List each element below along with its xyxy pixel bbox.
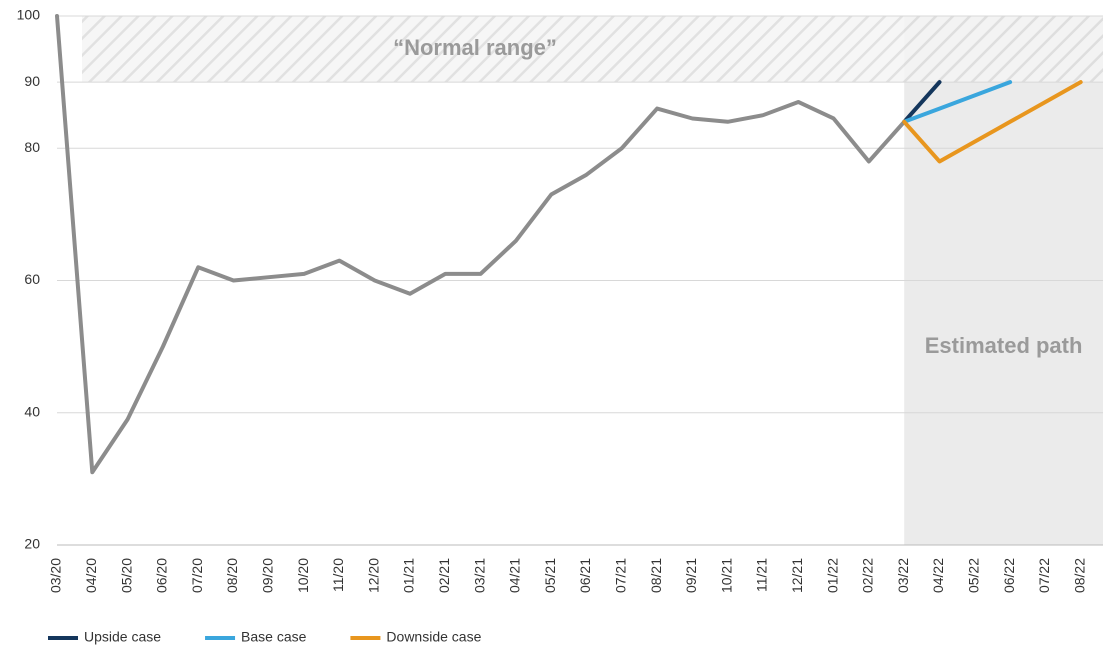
x-tick-label: 06/22 [1001,558,1017,593]
legend-label: Upside case [84,629,161,645]
annotation: Estimated path [925,333,1083,358]
x-tick-label: 12/21 [789,558,805,593]
y-tick-label: 60 [24,271,40,287]
x-tick-label: 07/21 [613,558,629,593]
x-tick-label: 11/21 [754,558,770,592]
series-line [902,80,942,124]
y-tick-label: 100 [17,7,41,23]
x-tick-label: 02/21 [436,558,452,593]
y-tick-label: 20 [24,536,40,552]
y-tick-label: 90 [24,73,40,89]
series-line [902,80,1013,124]
legend-label: Downside case [386,629,481,645]
x-tick-label: 08/22 [1071,558,1087,593]
x-tick-label: 03/20 [48,558,64,593]
series-line [55,14,907,475]
y-tick-label: 40 [24,403,40,419]
x-tick-label: 02/22 [860,558,876,593]
normal-range-band [82,16,1103,83]
x-tick-label: 05/22 [966,558,982,593]
x-tick-label: 10/20 [295,558,311,593]
x-tick-label: 06/21 [577,558,593,593]
x-tick-label: 05/21 [542,558,558,593]
legend-label: Base case [241,629,307,645]
x-tick-label: 06/20 [154,558,170,593]
annotation: “Normal range” [393,35,557,60]
x-tick-label: 03/21 [471,558,487,593]
x-tick-label: 09/21 [683,558,699,593]
x-tick-label: 03/22 [895,558,911,593]
x-tick-label: 04/20 [83,558,99,593]
x-tick-label: 01/22 [824,558,840,593]
x-tick-label: 07/20 [189,558,205,593]
x-tick-label: 07/22 [1036,558,1052,593]
x-tick-label: 05/20 [118,558,134,593]
x-tick-label: 04/22 [930,558,946,593]
x-tick-label: 12/20 [365,558,381,593]
x-tick-label: 10/21 [718,558,734,593]
x-tick-label: 04/21 [507,558,523,593]
series-line [902,80,1083,164]
y-tick-label: 80 [24,139,40,155]
x-tick-label: 08/20 [224,558,240,593]
x-tick-label: 09/20 [260,558,276,593]
x-tick-label: 11/20 [330,558,346,592]
x-tick-label: 01/21 [401,558,417,593]
x-tick-label: 08/21 [648,558,664,593]
